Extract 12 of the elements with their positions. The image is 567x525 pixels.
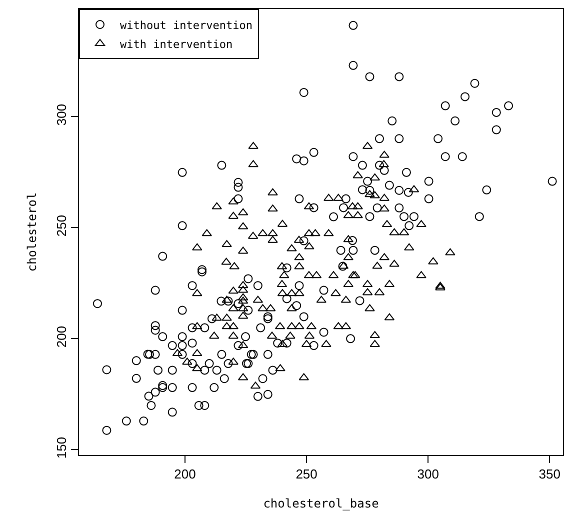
legend-label: with intervention bbox=[120, 38, 233, 51]
y-axis-title: cholesterol bbox=[25, 192, 40, 272]
x-tick-label: 300 bbox=[417, 466, 439, 482]
x-axis-title: cholesterol_base bbox=[263, 496, 379, 510]
legend-label: without intervention bbox=[120, 18, 252, 32]
y-tick-label: 150 bbox=[54, 436, 69, 459]
x-tick-label: 200 bbox=[174, 466, 196, 482]
y-tick-label: 200 bbox=[54, 326, 69, 348]
y-tick-label: 250 bbox=[54, 214, 69, 237]
x-tick-label: 350 bbox=[538, 466, 560, 482]
x-tick-label: 250 bbox=[296, 466, 318, 482]
y-tick-label: 300 bbox=[54, 104, 69, 126]
